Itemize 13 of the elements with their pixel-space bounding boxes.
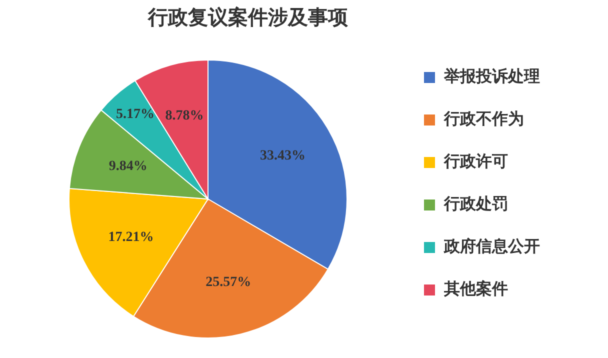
legend-label: 行政许可 [443,152,508,171]
legend-label: 行政处罚 [443,195,508,214]
data-label: 17.21% [108,230,154,245]
chart-title: 行政复议案件涉及事项 [147,6,348,29]
legend-label: 举报投诉处理 [443,68,540,86]
data-label: 9.84% [108,158,148,174]
data-label: 8.78% [165,108,204,124]
legend-label: 其他案件 [443,279,508,298]
data-label: 33.43% [260,148,306,164]
data-label: 25.57% [206,274,252,290]
legend-label: 行政不作为 [443,110,524,128]
data-label: 5.17% [116,107,154,122]
legend-label: 政府信息公开 [443,236,540,256]
